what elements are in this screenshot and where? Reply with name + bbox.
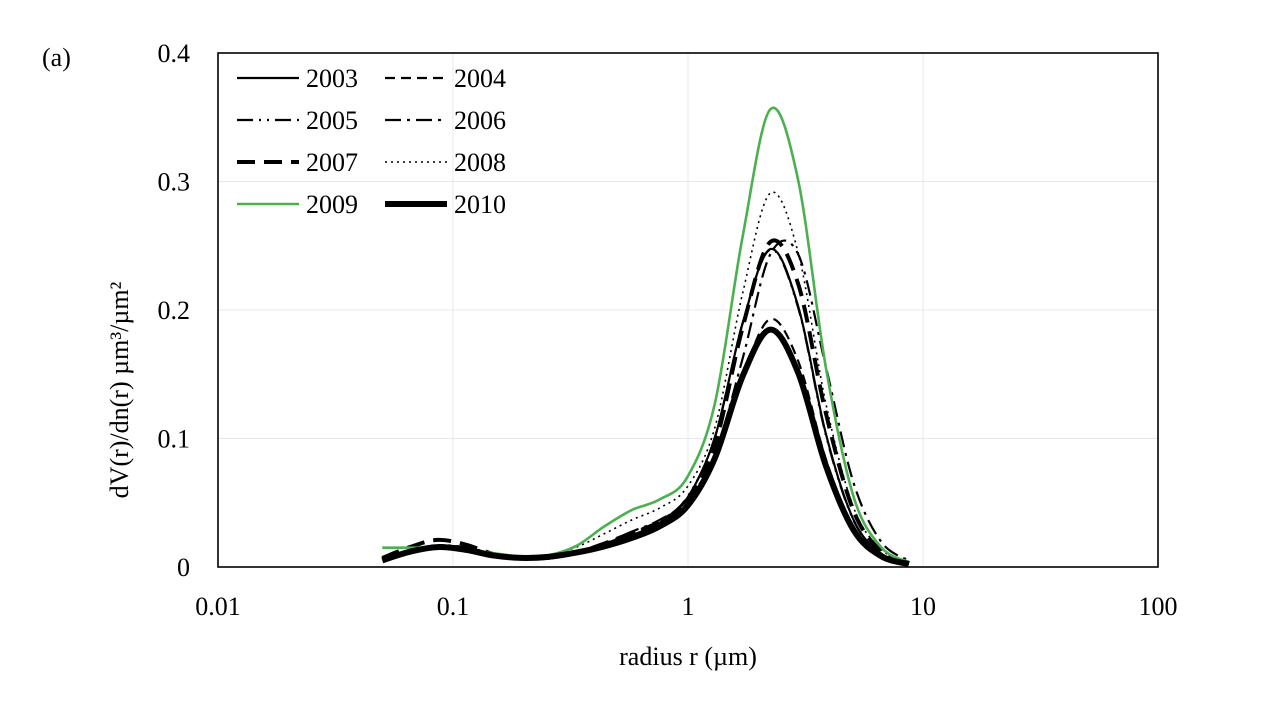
y-tick-label: 0.1: [158, 425, 191, 454]
y-tick-label: 0.3: [158, 168, 191, 197]
series-line-2006: [381, 239, 910, 562]
legend-label: 2008: [454, 148, 506, 177]
legend-label: 2003: [306, 64, 358, 93]
series-line-2003: [381, 247, 910, 565]
legend-label: 2009: [306, 190, 358, 219]
legend-label: 2004: [454, 64, 506, 93]
series-line-2008: [382, 191, 910, 564]
legend-item-2008: 2008: [385, 148, 506, 177]
x-tick-label: 1: [682, 592, 695, 621]
legend-item-2009: 2009: [237, 190, 358, 219]
legend-item-2003: 2003: [237, 64, 358, 93]
legend-label: 2006: [454, 106, 506, 135]
legend-item-2006: 2006: [385, 106, 506, 135]
x-axis-label: radius r (µm): [619, 642, 757, 671]
series-lines: [381, 106, 910, 567]
y-axis-label: dV(r)/dn(r) µm³/µm²: [105, 281, 134, 498]
x-tick-label: 0.01: [195, 592, 241, 621]
legend-label: 2005: [306, 106, 358, 135]
legend: 2003 2004 2005 2006 2007 2008 2009 2010: [237, 64, 506, 219]
series-line-2010: [381, 326, 910, 567]
legend-item-2005: 2005: [237, 106, 358, 135]
series-line-2007: [381, 238, 910, 565]
plot-frame: [217, 52, 1159, 568]
grid: [218, 53, 1158, 567]
y-tick-label: 0: [177, 553, 190, 582]
x-tick-label: 100: [1139, 592, 1178, 621]
x-tick-label: 10: [910, 592, 936, 621]
series-line-2005: [381, 248, 910, 565]
y-tick-label: 0.2: [158, 296, 191, 325]
tick-labels: 0.01 0.1 1 10 100 0 0.1 0.2 0.3 0.4: [158, 39, 1178, 621]
legend-item-2007: 2007: [237, 148, 358, 177]
x-tick-label: 0.1: [437, 592, 470, 621]
legend-label: 2007: [306, 148, 358, 177]
legend-item-2010: 2010: [385, 190, 506, 219]
legend-item-2004: 2004: [385, 64, 506, 93]
legend-label: 2010: [454, 190, 506, 219]
y-tick-label: 0.4: [158, 39, 191, 68]
panel-label: (a): [42, 43, 71, 72]
